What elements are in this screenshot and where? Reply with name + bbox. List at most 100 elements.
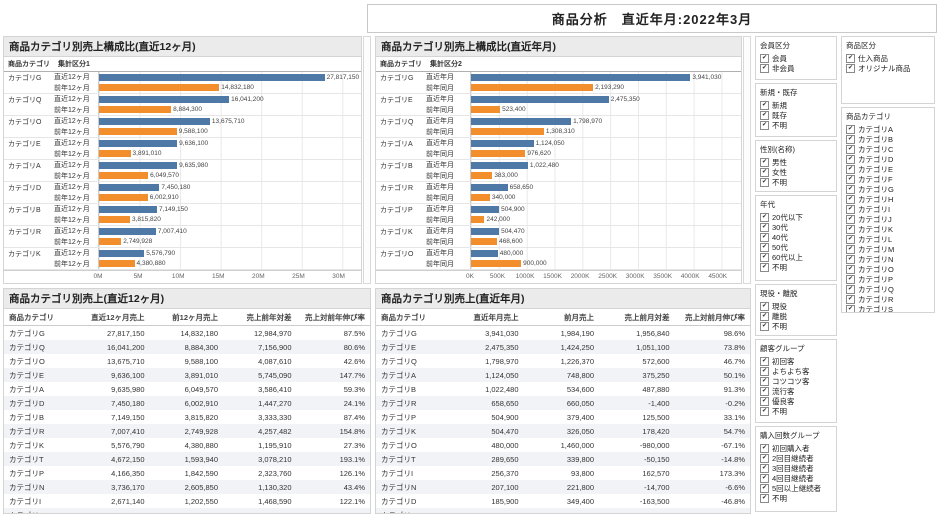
table-row[interactable]: カテゴリD 185,900 349,400 -163,500 -46.8%: [376, 494, 750, 508]
checkbox-checked-icon[interactable]: ✔: [760, 252, 769, 262]
column-header[interactable]: 売上対前月伸び率: [674, 309, 750, 326]
filter-checkbox-item[interactable]: ✔ 女性: [759, 167, 833, 177]
table-row[interactable]: カテゴリG 27,817,150 14,832,180 12,984,970 87.5%: [4, 326, 370, 341]
filter-checkbox-item[interactable]: ✔ オリジナル商品: [845, 63, 931, 73]
filter-checkbox-item[interactable]: ✔ カテゴリL: [845, 234, 931, 244]
checkbox-checked-icon[interactable]: ✔: [846, 264, 855, 274]
column-header[interactable]: 直近年月売上: [448, 309, 524, 326]
checkbox-checked-icon[interactable]: ✔: [846, 254, 855, 264]
checkbox-checked-icon[interactable]: ✔: [846, 274, 855, 284]
table-row[interactable]: カテゴリO 13,675,710 9,588,100 4,087,610 42.6%: [4, 354, 370, 368]
checkbox-checked-icon[interactable]: ✔: [760, 356, 769, 366]
table-row[interactable]: カテゴリP 504,900 379,400 125,500 33.1%: [376, 410, 750, 424]
filter-checkbox-item[interactable]: ✔ 2回目継続者: [759, 453, 833, 463]
bar[interactable]: [99, 216, 130, 224]
filter-checkbox-item[interactable]: ✔ カテゴリN: [845, 254, 931, 264]
filter-checkbox-item[interactable]: ✔ 不明: [759, 177, 833, 187]
bar[interactable]: [471, 139, 534, 147]
bar[interactable]: [471, 172, 493, 180]
checkbox-checked-icon[interactable]: ✔: [760, 120, 769, 130]
filter-checkbox-item[interactable]: ✔ 非会員: [759, 63, 833, 73]
filter-checkbox-item[interactable]: ✔ カテゴリO: [845, 264, 931, 274]
table-row[interactable]: カテゴリG 3,941,030 1,984,190 1,956,840 98.6%: [376, 326, 750, 341]
filter-checkbox-item[interactable]: ✔ カテゴリJ: [845, 214, 931, 224]
checkbox-checked-icon[interactable]: ✔: [846, 144, 855, 154]
bar[interactable]: [471, 205, 500, 213]
filter-checkbox-item[interactable]: ✔ 3回目継続者: [759, 463, 833, 473]
scrollbar[interactable]: [363, 36, 371, 284]
table-row[interactable]: カテゴリK 5,576,790 4,380,880 1,195,910 27.3%: [4, 438, 370, 452]
bar[interactable]: [471, 260, 522, 268]
table-row[interactable]: カテゴリA 1,124,050 748,800 375,250 50.1%: [376, 368, 750, 382]
filter-checkbox-item[interactable]: ✔ 不明: [759, 262, 833, 272]
bar[interactable]: [99, 128, 177, 136]
column-header[interactable]: 売上前月対差: [599, 309, 675, 326]
scrollbar[interactable]: [743, 36, 751, 284]
bar[interactable]: [471, 238, 498, 246]
table-row[interactable]: カテゴリO 480,000 1,460,000 -980,000 -67.1%: [376, 438, 750, 452]
checkbox-checked-icon[interactable]: ✔: [846, 244, 855, 254]
bar[interactable]: [471, 84, 594, 92]
checkbox-checked-icon[interactable]: ✔: [846, 294, 855, 304]
filter-checkbox-item[interactable]: ✔ カテゴリE: [845, 164, 931, 174]
table-row[interactable]: カテゴリE 9,636,100 3,891,010 5,745,090 147.7%: [4, 368, 370, 382]
table-row[interactable]: カテゴリN 207,100 221,800 -14,700 -6.6%: [376, 480, 750, 494]
filter-checkbox-item[interactable]: ✔ 不明: [759, 406, 833, 416]
filter-checkbox-item[interactable]: ✔ コツコツ客: [759, 376, 833, 386]
filter-checkbox-item[interactable]: ✔ カテゴリH: [845, 194, 931, 204]
checkbox-checked-icon[interactable]: ✔: [846, 304, 855, 312]
checkbox-checked-icon[interactable]: ✔: [846, 63, 855, 73]
column-header[interactable]: 前12ヶ月売上: [149, 309, 223, 326]
table-row[interactable]: カテゴリI 2,671,140 1,202,550 1,468,590 122.1%: [4, 494, 370, 508]
bar[interactable]: [99, 150, 131, 158]
checkbox-checked-icon[interactable]: ✔: [760, 222, 769, 232]
checkbox-checked-icon[interactable]: ✔: [846, 204, 855, 214]
checkbox-checked-icon[interactable]: ✔: [760, 167, 769, 177]
bar[interactable]: [99, 183, 160, 191]
checkbox-checked-icon[interactable]: ✔: [846, 214, 855, 224]
filter-checkbox-item[interactable]: ✔ 50代: [759, 242, 833, 252]
bar[interactable]: [99, 161, 178, 169]
checkbox-checked-icon[interactable]: ✔: [846, 284, 855, 294]
table-row[interactable]: カテゴリD 7,450,180 6,002,910 1,447,270 24.1%: [4, 396, 370, 410]
filter-checkbox-item[interactable]: ✔ 5回以上継続者: [759, 483, 833, 493]
filter-checkbox-item[interactable]: ✔ カテゴリP: [845, 274, 931, 284]
bar[interactable]: [471, 161, 528, 169]
bar[interactable]: [99, 95, 230, 103]
bar[interactable]: [99, 238, 122, 246]
filter-checkbox-item[interactable]: ✔ 40代: [759, 232, 833, 242]
filter-checkbox-item[interactable]: ✔ 仕入商品: [845, 53, 931, 63]
column-header[interactable]: 商品カテゴリ: [4, 309, 76, 326]
filter-checkbox-item[interactable]: ✔ カテゴリC: [845, 144, 931, 154]
table-row[interactable]: カテゴリK 504,470 326,050 178,420 54.7%: [376, 424, 750, 438]
column-header[interactable]: 売上対前年伸び率: [296, 309, 370, 326]
table-row[interactable]: カテゴリQ 1,798,970 1,226,370 572,600 46.7%: [376, 354, 750, 368]
filter-checkbox-item[interactable]: ✔ 初回客: [759, 356, 833, 366]
checkbox-checked-icon[interactable]: ✔: [760, 376, 769, 386]
filter-checkbox-item[interactable]: ✔ 60代以上: [759, 252, 833, 262]
table-row[interactable]: カテゴリF2,036,700951,1001,085,600114.1%: [4, 508, 370, 513]
checkbox-checked-icon[interactable]: ✔: [760, 157, 769, 167]
table-row[interactable]: カテゴリI 256,370 93,800 162,570 173.3%: [376, 466, 750, 480]
checkbox-checked-icon[interactable]: ✔: [760, 212, 769, 222]
checkbox-checked-icon[interactable]: ✔: [760, 311, 769, 321]
bar[interactable]: [471, 249, 498, 257]
checkbox-checked-icon[interactable]: ✔: [760, 463, 769, 473]
bar[interactable]: [99, 194, 148, 202]
filter-checkbox-item[interactable]: ✔ 会員: [759, 53, 833, 63]
bar[interactable]: [471, 73, 691, 81]
filter-checkbox-item[interactable]: ✔ カテゴリR: [845, 294, 931, 304]
checkbox-checked-icon[interactable]: ✔: [760, 483, 769, 493]
filter-checkbox-item[interactable]: ✔ 不明: [759, 120, 833, 130]
bar[interactable]: [471, 117, 572, 125]
checkbox-checked-icon[interactable]: ✔: [760, 100, 769, 110]
filter-checkbox-item[interactable]: ✔ 流行客: [759, 386, 833, 396]
bar[interactable]: [99, 227, 156, 235]
checkbox-checked-icon[interactable]: ✔: [760, 493, 769, 503]
bar[interactable]: [471, 183, 508, 191]
filter-checkbox-item[interactable]: ✔ 30代: [759, 222, 833, 232]
checkbox-checked-icon[interactable]: ✔: [846, 184, 855, 194]
column-header[interactable]: 商品カテゴリ: [376, 309, 448, 326]
filter-checkbox-item[interactable]: ✔ カテゴリS: [845, 304, 931, 312]
checkbox-checked-icon[interactable]: ✔: [760, 262, 769, 272]
